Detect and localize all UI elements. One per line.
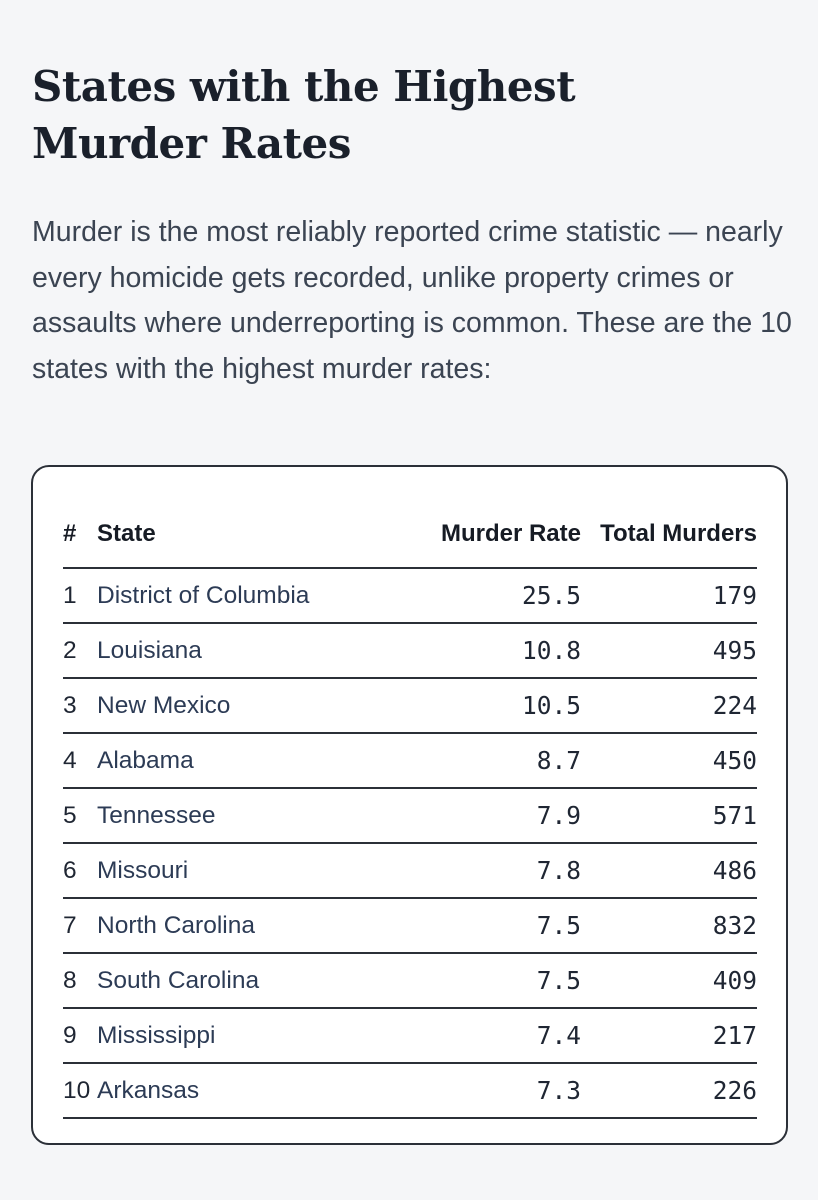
table-row: 3 New Mexico 10.5 224 <box>63 678 757 734</box>
rank-cell: 9 <box>63 1008 97 1064</box>
total-murders-cell: 832 <box>581 898 757 954</box>
header-rank: # <box>63 501 97 569</box>
murder-rate-cell: 8.7 <box>387 733 581 789</box>
state-cell: Mississippi <box>97 1008 387 1064</box>
murder-rate-cell: 7.3 <box>387 1063 581 1119</box>
table-card: # State Murder Rate Total Murders 1 Dist… <box>31 465 788 1145</box>
table-row: 6 Missouri 7.8 486 <box>63 843 757 899</box>
header-murder-rate: Murder Rate <box>387 501 581 569</box>
table-row: 7 North Carolina 7.5 832 <box>63 898 757 954</box>
total-murders-cell: 179 <box>581 568 757 624</box>
table-header-row: # State Murder Rate Total Murders <box>63 501 757 569</box>
murder-rate-cell: 7.8 <box>387 843 581 899</box>
rank-cell: 1 <box>63 568 97 624</box>
total-murders-cell: 217 <box>581 1008 757 1064</box>
total-murders-cell: 226 <box>581 1063 757 1119</box>
state-cell: Tennessee <box>97 788 387 844</box>
rank-cell: 5 <box>63 788 97 844</box>
table-row: 5 Tennessee 7.9 571 <box>63 788 757 844</box>
total-murders-cell: 224 <box>581 678 757 734</box>
header-state: State <box>97 501 387 569</box>
state-cell: District of Columbia <box>97 568 387 624</box>
rank-cell: 3 <box>63 678 97 734</box>
rank-cell: 4 <box>63 733 97 789</box>
total-murders-cell: 450 <box>581 733 757 789</box>
page-title: States with the Highest Murder Rates <box>32 62 576 168</box>
state-cell: Missouri <box>97 843 387 899</box>
state-cell: Louisiana <box>97 623 387 679</box>
state-cell: South Carolina <box>97 953 387 1009</box>
murder-rate-cell: 7.4 <box>387 1008 581 1064</box>
table-row: 9 Mississippi 7.4 217 <box>63 1008 757 1064</box>
header-total-murders: Total Murders <box>581 501 757 569</box>
murder-rate-cell: 10.5 <box>387 678 581 734</box>
state-cell: North Carolina <box>97 898 387 954</box>
table-row: 1 District of Columbia 25.5 179 <box>63 568 757 624</box>
rank-cell: 8 <box>63 953 97 1009</box>
murder-rate-cell: 7.5 <box>387 953 581 1009</box>
table-row: 10 Arkansas 7.3 226 <box>63 1063 757 1119</box>
state-cell: New Mexico <box>97 678 387 734</box>
murder-rate-cell: 7.9 <box>387 788 581 844</box>
intro-paragraph: Murder is the most reliably reported cri… <box>32 216 792 385</box>
table-row: 2 Louisiana 10.8 495 <box>63 623 757 679</box>
table-row: 8 South Carolina 7.5 409 <box>63 953 757 1009</box>
state-cell: Arkansas <box>97 1063 387 1119</box>
total-murders-cell: 409 <box>581 953 757 1009</box>
murder-rates-table: # State Murder Rate Total Murders 1 Dist… <box>63 501 757 1119</box>
rank-cell: 6 <box>63 843 97 899</box>
murder-rate-cell: 7.5 <box>387 898 581 954</box>
table-row: 4 Alabama 8.7 450 <box>63 733 757 789</box>
total-murders-cell: 495 <box>581 623 757 679</box>
murder-rate-cell: 25.5 <box>387 568 581 624</box>
total-murders-cell: 571 <box>581 788 757 844</box>
state-cell: Alabama <box>97 733 387 789</box>
murder-rate-cell: 10.8 <box>387 623 581 679</box>
rank-cell: 2 <box>63 623 97 679</box>
rank-cell: 7 <box>63 898 97 954</box>
rank-cell: 10 <box>63 1063 97 1119</box>
total-murders-cell: 486 <box>581 843 757 899</box>
